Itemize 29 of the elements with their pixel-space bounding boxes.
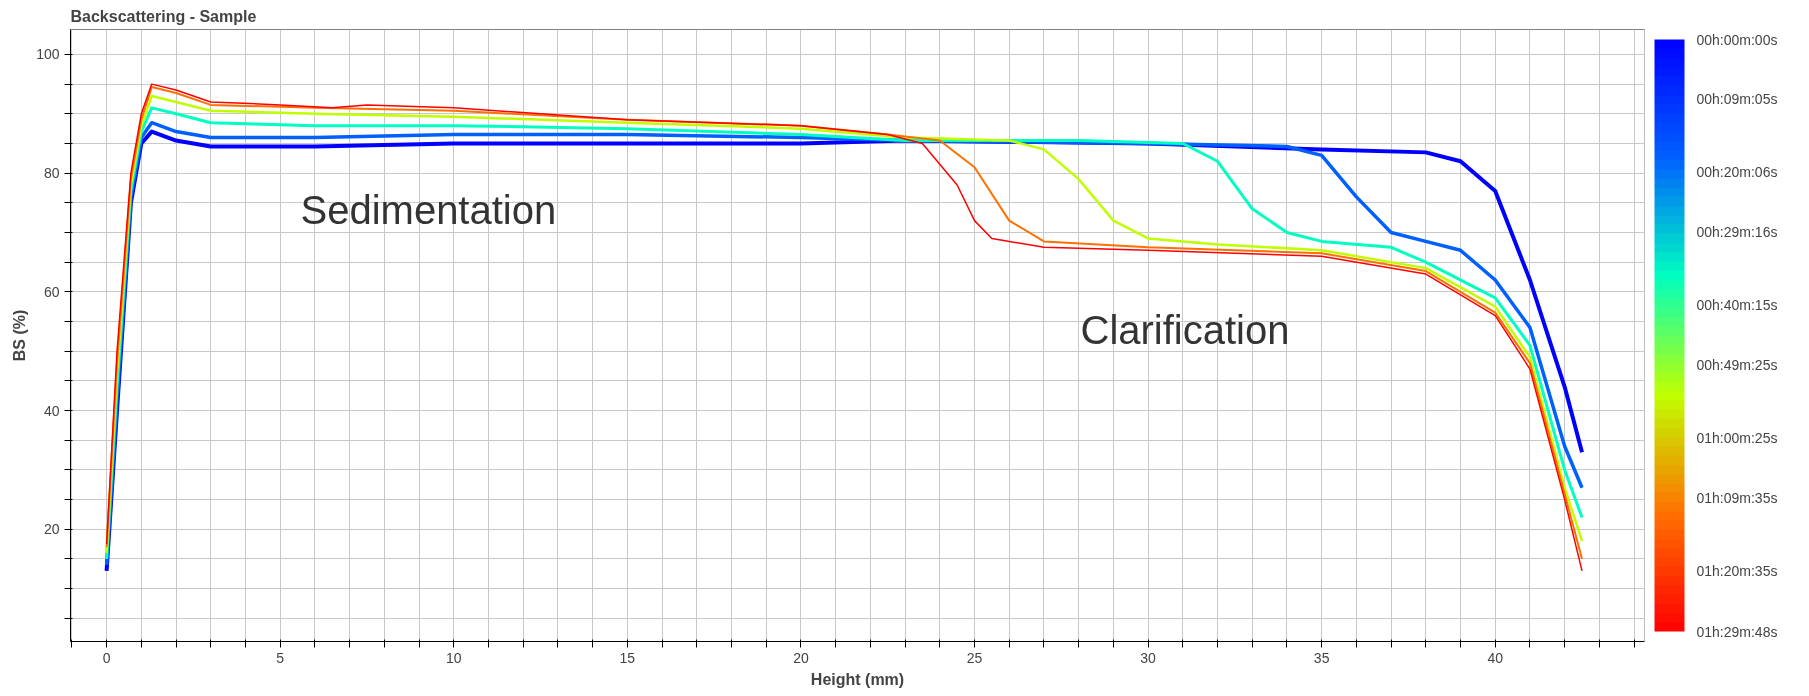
- color-bar-label: 00h:20m:06s: [1696, 164, 1778, 180]
- annotation: Clarification: [1080, 307, 1290, 352]
- y-tick-label: 20: [43, 521, 60, 538]
- color-bar-label: 01h:00m:25s: [1696, 429, 1778, 446]
- color-bar-label: 01h:09m:35s: [1696, 490, 1778, 507]
- color-bar-label: 00h:49m:25s: [1696, 357, 1778, 374]
- x-tick-label: 10: [445, 649, 462, 666]
- x-axis-title: Height (mm): [810, 670, 905, 688]
- x-tick-label: 30: [1140, 649, 1157, 666]
- y-tick-label: 100: [36, 46, 60, 63]
- x-tick-label: 20: [793, 649, 809, 666]
- color-bar-label: 00h:00m:00s: [1696, 31, 1778, 48]
- x-tick-label: 5: [276, 649, 285, 666]
- x-tick-label: 25: [966, 649, 983, 666]
- y-axis-title: BS (%): [11, 309, 29, 362]
- y-tick-label: 80: [43, 165, 60, 182]
- annotation: Sedimentation: [300, 187, 557, 232]
- x-tick-label: 15: [619, 649, 636, 666]
- color-bar-label: 01h:20m:35s: [1696, 562, 1778, 579]
- color-bar-label: 01h:29m:48s: [1696, 623, 1778, 640]
- x-tick-label: 40: [1487, 649, 1504, 666]
- y-tick-label: 40: [43, 402, 60, 419]
- color-bar-label: 00h:29m:16s: [1696, 224, 1778, 241]
- y-tick-label: 60: [43, 283, 60, 300]
- x-tick-label: 0: [102, 649, 111, 666]
- x-tick-label: 35: [1313, 649, 1330, 666]
- color-bar-label: 00h:09m:05s: [1696, 91, 1778, 108]
- color-bar-label: 00h:40m:15s: [1696, 296, 1778, 313]
- chart-title: Backscattering - Sample: [70, 7, 257, 25]
